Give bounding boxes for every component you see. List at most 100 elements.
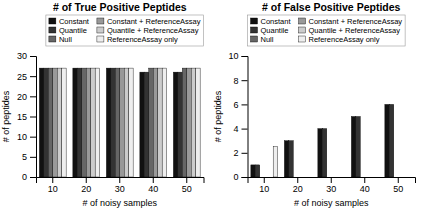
bar [340,177,344,178]
bar [86,68,90,177]
y-tick-mark [242,104,248,105]
bar [106,68,110,177]
y-tick-mark [30,137,36,138]
y-tick-mark [30,76,36,77]
x-tick: 40 [148,177,158,194]
legend-item: Constant [251,17,292,26]
bar [389,104,393,177]
legend-label: Null [261,35,274,44]
x-tick: 30 [326,177,336,194]
bar [82,68,86,177]
legend-label: Quantile + ReferenceAssay [107,26,199,35]
legend-swatch [97,27,104,33]
x-tick-label: 40 [360,184,370,194]
bar [298,177,302,178]
bar [140,72,144,177]
bar [403,177,407,178]
bar [255,165,259,177]
bar-series [62,68,200,177]
bar [39,68,43,177]
legend-swatch [299,27,306,33]
bar [251,165,255,177]
x-tick-label: 30 [115,184,125,194]
y-axis: 0246810 [228,51,248,182]
legend-item: Constant + ReferenceAssay [299,17,403,26]
bar [327,177,331,178]
y-tick-label: 5 [22,152,27,162]
legend-label: Quantile + ReferenceAssay [309,26,401,35]
bar [187,68,191,177]
legend-swatch [251,18,258,24]
bar-series [57,68,195,177]
bar [91,68,95,177]
y-tick-mark [30,157,36,158]
panel: 1020304050051015202530# of noisy samples… [1,1,204,208]
bar [365,177,369,178]
y-tick: 0 [233,172,247,182]
y-tick: 6 [233,100,247,110]
y-tick-label: 30 [17,51,27,61]
legend-label: Quantile [59,26,87,35]
legend-label: ReferenceAssay only [107,35,178,44]
y-tick-mark [30,56,36,57]
x-axis: 1020304050 [248,177,416,194]
legend-item: Null [49,35,72,44]
x-tick: 30 [115,177,125,194]
legend-item: Quantile [251,26,289,35]
bar [307,177,311,178]
x-tick-label: 10 [259,184,269,194]
x-tick: 20 [293,177,303,194]
bar [407,177,411,178]
y-tick-mark [242,80,248,81]
bar [149,68,153,177]
y-tick-mark [242,153,248,154]
bar [95,68,99,177]
bar-series [251,104,389,177]
y-axis-line [30,57,37,178]
bar [191,68,195,177]
legend-item: Constant [49,17,90,26]
bar [48,68,52,177]
bar [73,68,77,177]
bar [53,68,57,177]
y-tick-mark [30,117,36,118]
legend-item: Quantile + ReferenceAssay [97,26,199,35]
legend-item: ReferenceAssay only [299,35,380,44]
bar [385,104,389,177]
x-tick-mark [186,177,187,183]
y-tick: 30 [17,51,36,61]
x-tick-mark [153,177,154,183]
bar [124,68,128,177]
y-tick: 15 [17,112,36,122]
legend-label: Constant + ReferenceAssay [309,17,403,26]
x-tick: 20 [81,177,91,194]
bar [115,68,119,177]
y-tick-label: 0 [233,172,238,182]
y-tick: 0 [22,172,36,182]
x-tick-mark [364,177,365,183]
bar [369,177,373,178]
y-tick: 5 [22,152,36,162]
x-axis: 10 20 30 40 50 [37,177,205,194]
x-tick: 10 [48,177,58,194]
bar [289,141,293,177]
x-axis-title: # of noisy samples [294,198,369,208]
bar [111,68,115,177]
x-axis-line [248,178,416,184]
x-tick-label: 40 [148,184,158,194]
legend-label: Null [59,35,72,44]
x-axis-title: # of noisy samples [82,198,157,208]
x-tick: 50 [182,177,192,194]
y-tick-label: 2 [233,148,238,158]
y-tick-mark [242,129,248,130]
legend-swatch [49,36,56,42]
y-tick-label: 8 [233,76,238,86]
y-tick: 2 [233,148,247,158]
y-axis-line [242,57,249,178]
legend-swatch [251,36,258,42]
legend: ConstantQuantileNull Constant + Reference… [248,15,406,46]
x-tick-label: 20 [293,184,303,194]
y-tick-mark [242,56,248,57]
bar-series [44,68,182,177]
bar [44,68,48,177]
